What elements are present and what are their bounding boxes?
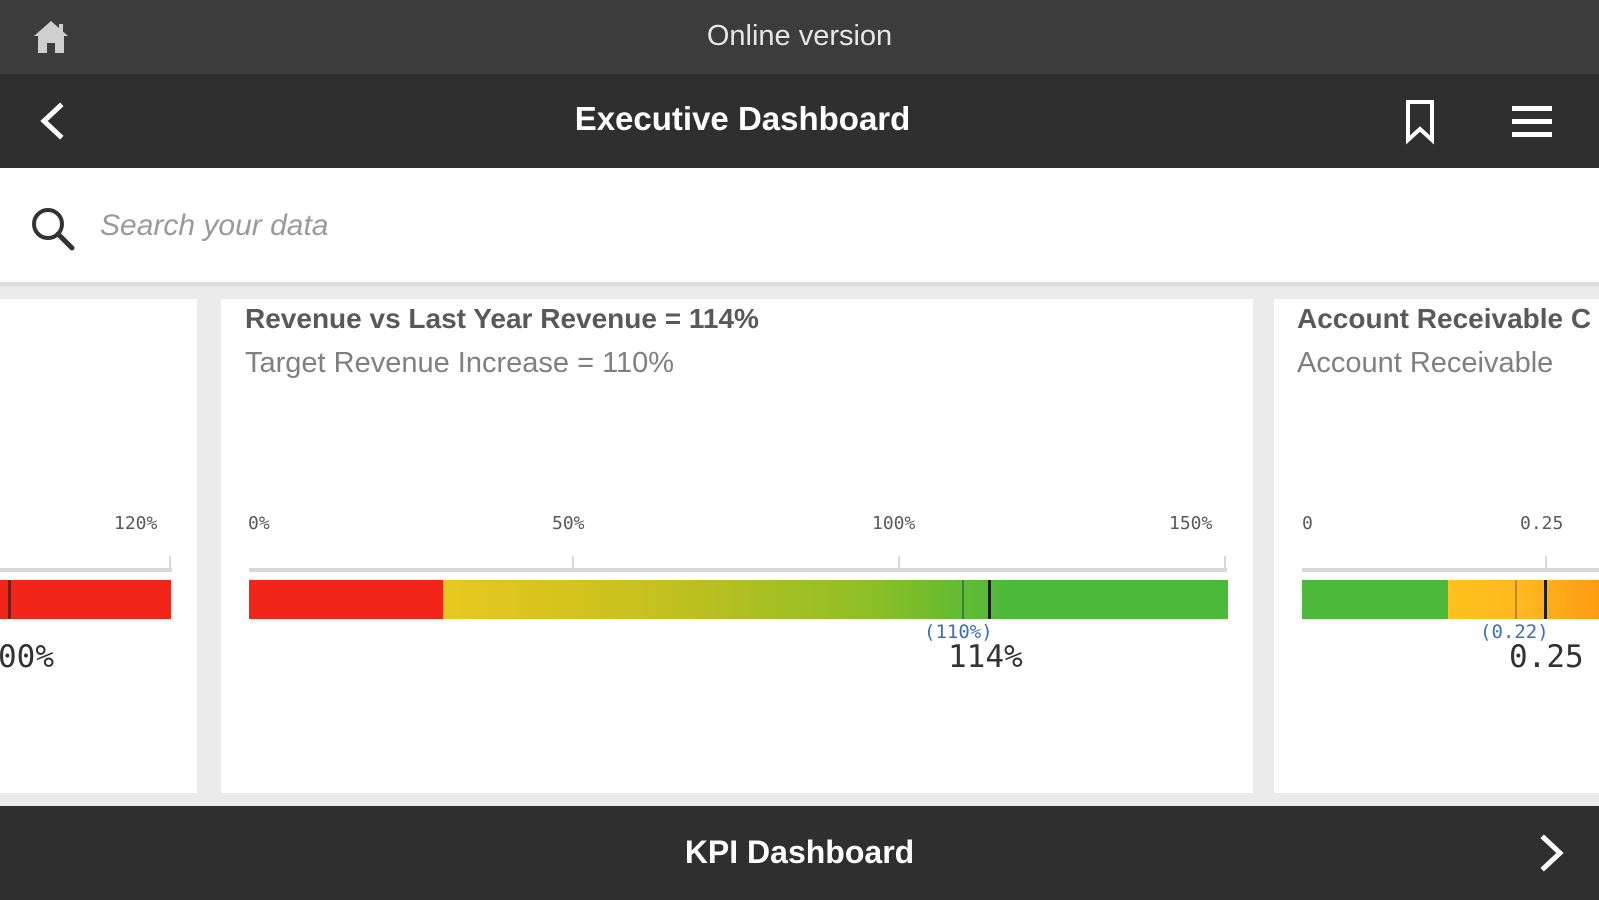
target-label: (0.22) (1480, 621, 1549, 643)
tick-label: 0 (1302, 513, 1313, 534)
tick-label: 50% (552, 513, 585, 534)
axis-line (249, 568, 1227, 572)
home-icon[interactable] (30, 16, 72, 58)
gauge-segment-orange (1448, 580, 1599, 619)
tick-label: 0.25 (1520, 513, 1564, 534)
gauge-segment-yellow-green (443, 580, 1228, 619)
axis-tick (572, 556, 574, 572)
search-input[interactable] (100, 198, 1500, 254)
search-icon (32, 208, 75, 251)
bookmark-icon[interactable] (1398, 96, 1442, 146)
value-label: 00% (0, 639, 54, 675)
kpi-card-account-receivable[interactable]: Account Receivable C Account Receivable … (1274, 299, 1599, 793)
kpi-card-left[interactable]: 120% 00% (0, 299, 197, 793)
chevron-left-icon[interactable] (30, 98, 74, 144)
search-bar (0, 168, 1599, 286)
value-label: 114% (948, 639, 1023, 675)
kpi-card-revenue[interactable]: Revenue vs Last Year Revenue = 114% Targ… (221, 299, 1253, 793)
page-title: Executive Dashboard (574, 100, 911, 137)
status-bar: Online version (0, 0, 1599, 74)
sheet-footer: KPI Dashboard (0, 806, 1599, 900)
axis-tick (1224, 556, 1226, 572)
value-label: 0.25 (1509, 639, 1584, 675)
tick-label: 120% (114, 513, 158, 534)
tick-label: 100% (872, 513, 916, 534)
app-header: Executive Dashboard (0, 74, 1599, 168)
online-version-label: Online version (706, 20, 893, 52)
gauge-segment-red (249, 580, 443, 619)
card-subtitle: Target Revenue Increase = 110% (245, 347, 675, 379)
target-marker (962, 580, 964, 619)
card-title: Revenue vs Last Year Revenue = 114% (245, 303, 759, 334)
sheet-title: KPI Dashboard (684, 834, 915, 870)
tick-label: 150% (1169, 513, 1213, 534)
axis-line (0, 568, 172, 572)
card-subtitle: Account Receivable (1297, 347, 1554, 379)
gauge-segment-green (1302, 580, 1448, 619)
axis-tick (1545, 556, 1547, 572)
target-marker (8, 580, 11, 619)
value-marker (988, 580, 991, 619)
gauge-bar (0, 580, 171, 619)
hamburger-menu-icon[interactable] (1508, 98, 1556, 144)
tick-label: 0% (248, 513, 270, 534)
card-title: Account Receivable C (1297, 303, 1592, 334)
target-marker (1515, 580, 1517, 619)
axis-line (1302, 568, 1599, 572)
chevron-right-icon[interactable] (1532, 830, 1572, 876)
value-marker (1544, 580, 1547, 619)
axis-tick (169, 556, 171, 572)
target-label: (110%) (924, 621, 993, 643)
axis-tick (898, 556, 900, 572)
